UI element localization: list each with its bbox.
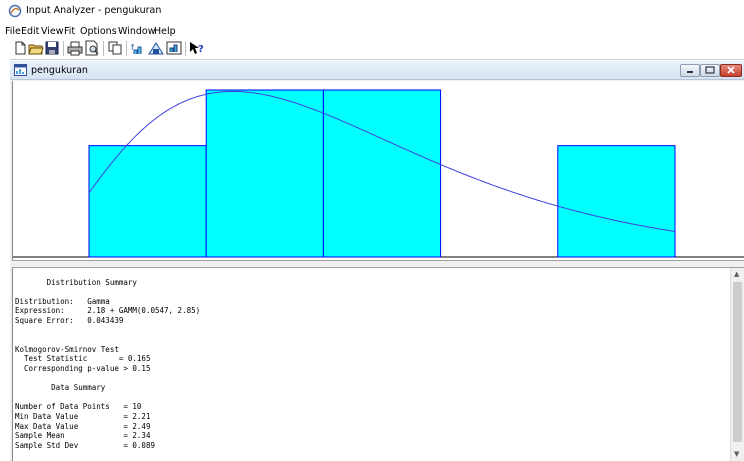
child-window-title: pengukuran (31, 65, 88, 76)
report-pane: Distribution Summary Distribution: Gamma… (12, 268, 731, 461)
fitted-distribution-curve (88, 90, 676, 232)
histogram-bar-5 (557, 145, 676, 258)
report-text: Distribution Summary Distribution: Gamma… (15, 277, 201, 450)
print-preview-icon[interactable] (84, 40, 100, 56)
toolbar-divider (10, 59, 744, 60)
new-icon[interactable] (12, 40, 28, 56)
histogram-plot-area (12, 81, 744, 260)
chart-icon[interactable] (166, 40, 182, 56)
help-icon[interactable]: ? (189, 40, 205, 56)
menu-window[interactable]: Window (118, 26, 156, 37)
app-titlebar: Input Analyzer - pengukuran (0, 0, 744, 22)
scroll-down-icon[interactable]: ▼ (734, 450, 740, 458)
toolbar-separator (103, 41, 104, 56)
menu-options[interactable]: Options (80, 26, 117, 37)
app-icon (8, 4, 22, 18)
toolbar-separator (126, 41, 127, 56)
print-icon[interactable] (67, 40, 83, 56)
histogram-icon[interactable] (148, 40, 164, 56)
menu-fit[interactable]: Fit (64, 26, 76, 37)
copy-icon[interactable] (107, 40, 123, 56)
window-title: Input Analyzer - pengukuran (26, 5, 162, 16)
toolbar-separator (63, 41, 64, 56)
menu-view[interactable]: View (41, 26, 64, 37)
scroll-thumb[interactable] (733, 282, 742, 442)
menu-help[interactable]: Help (154, 26, 176, 37)
histogram-bar-2 (205, 89, 324, 258)
svg-text:?: ? (198, 44, 204, 55)
pane-splitter[interactable] (12, 260, 744, 268)
open-icon[interactable] (28, 40, 44, 56)
maximize-button[interactable] (700, 64, 720, 77)
scroll-up-icon[interactable]: ▲ (734, 270, 740, 278)
toolbar-separator (185, 41, 186, 56)
report-vertical-scrollbar[interactable]: ▲ ▼ (730, 268, 744, 461)
child-window: pengukuran Distribution Summary Distribu… (10, 61, 744, 461)
menu-bar: File Edit View Fit Options Window Help (0, 23, 744, 39)
close-button[interactable] (720, 64, 742, 77)
histogram-bar-1 (88, 145, 207, 258)
svg-text:f: f (131, 43, 134, 52)
fit-icon[interactable]: f (130, 40, 146, 56)
document-icon (14, 64, 27, 76)
child-titlebar[interactable]: pengukuran (10, 61, 744, 80)
menu-edit[interactable]: Edit (21, 26, 40, 37)
toolbar: f ? (10, 40, 744, 60)
histogram-bar-3 (322, 89, 442, 258)
histogram-chart (13, 89, 744, 258)
menu-file[interactable]: File (5, 26, 21, 37)
save-icon[interactable] (44, 40, 60, 56)
minimize-button[interactable] (680, 64, 700, 77)
